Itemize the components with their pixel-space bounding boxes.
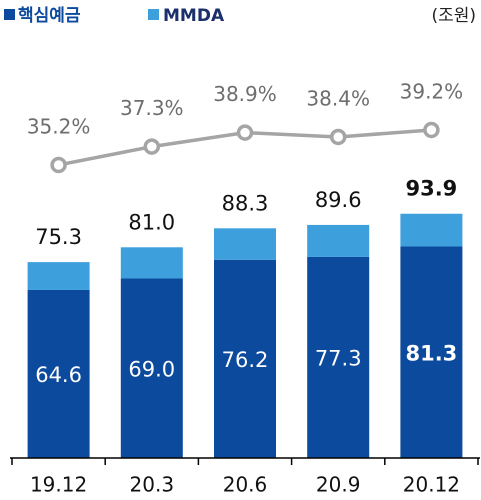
line-point (423, 121, 440, 139)
unit-label: (조원) (431, 6, 476, 26)
value-label: 35.2% (27, 114, 91, 138)
total-label: 81.0 (128, 210, 175, 234)
line-point (329, 128, 347, 146)
line-point (143, 138, 161, 155)
bar-segment (120, 247, 183, 279)
total-label: 93.9 (405, 177, 457, 201)
total-label: 89.6 (315, 188, 362, 212)
bar-segment (27, 262, 90, 290)
bar-segment (307, 224, 370, 257)
line-point (236, 124, 254, 141)
value-label: 38.4% (306, 86, 370, 110)
value-label: 81.3 (405, 341, 457, 365)
bar-segment (120, 278, 183, 458)
value-label: 76.2 (222, 348, 269, 372)
total-label: 75.3 (35, 225, 82, 249)
x-tick-label: 19.12 (30, 473, 87, 497)
legend-label: MMDA (163, 6, 225, 26)
bar-segment (307, 256, 370, 458)
bar-segment (400, 246, 463, 458)
value-label: 64.6 (35, 363, 82, 387)
x-tick-label: 20.12 (403, 473, 460, 497)
total-label: 88.3 (222, 191, 269, 215)
legend-swatch (148, 9, 159, 20)
value-label: 37.3% (120, 96, 184, 120)
line-point (50, 156, 67, 174)
x-tick-label: 20.3 (130, 473, 175, 497)
x-tick-label: 20.6 (223, 473, 268, 497)
bar-segment (214, 259, 276, 458)
bar-segment (400, 213, 463, 247)
legend-swatch (4, 9, 15, 20)
bar-segment (27, 289, 90, 458)
value-label: 77.3 (315, 346, 362, 370)
value-label: 39.2% (400, 79, 464, 103)
bar-segment (214, 228, 276, 260)
value-label: 38.9% (213, 82, 277, 106)
legend-label: 핵심예금 (18, 6, 81, 26)
x-tick-label: 20.9 (316, 473, 361, 497)
value-label: 69.0 (128, 357, 175, 381)
